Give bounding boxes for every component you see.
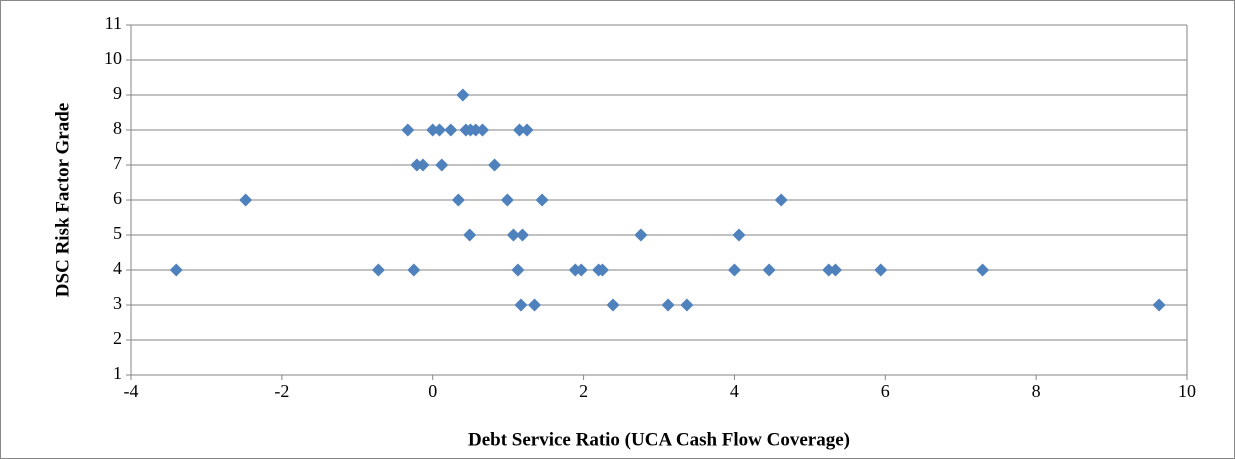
point [829, 263, 843, 277]
point [435, 158, 449, 172]
point [500, 193, 514, 207]
point [433, 123, 447, 137]
x-tick-label: 4 [730, 381, 739, 401]
point [407, 263, 421, 277]
point [774, 193, 788, 207]
y-tick-label: 6 [113, 188, 122, 208]
point [506, 228, 520, 242]
point [515, 228, 529, 242]
y-tick-label: 2 [113, 328, 122, 348]
point [822, 263, 836, 277]
y-tick-label: 11 [105, 13, 122, 33]
point [514, 298, 528, 312]
x-tick-label: 8 [1032, 381, 1041, 401]
point [762, 263, 776, 277]
x-tick-label: -4 [124, 381, 139, 401]
point [512, 123, 526, 137]
point [520, 123, 534, 137]
point [456, 88, 470, 102]
point [511, 263, 525, 277]
point [606, 298, 620, 312]
point [451, 193, 465, 207]
x-tick-label: 6 [881, 381, 890, 401]
point [680, 298, 694, 312]
point [1152, 298, 1166, 312]
point [595, 263, 609, 277]
point [401, 123, 415, 137]
point [463, 228, 477, 242]
point [426, 123, 440, 137]
point [444, 123, 458, 137]
point [469, 123, 483, 137]
y-tick-label: 1 [113, 363, 122, 383]
x-axis-title: Debt Service Ratio (UCA Cash Flow Covera… [468, 429, 850, 450]
x-tick-label: 0 [428, 381, 437, 401]
x-tick-label: 2 [579, 381, 588, 401]
point [732, 228, 746, 242]
x-tick-label: -2 [274, 381, 289, 401]
point [169, 263, 183, 277]
point [475, 123, 489, 137]
y-tick-label: 7 [113, 153, 122, 173]
point [874, 263, 888, 277]
point [528, 298, 542, 312]
y-tick-label: 3 [113, 293, 122, 313]
point [416, 158, 430, 172]
y-tick-label: 4 [113, 258, 122, 278]
y-axis-title: DSC Risk Factor Grade [52, 103, 73, 297]
point [727, 263, 741, 277]
point [661, 298, 675, 312]
y-tick-label: 9 [113, 83, 122, 103]
point [488, 158, 502, 172]
point [574, 263, 588, 277]
point [535, 193, 549, 207]
point [976, 263, 990, 277]
point [634, 228, 648, 242]
x-tick-label: 10 [1178, 381, 1196, 401]
y-tick-label: 5 [113, 223, 122, 243]
point [371, 263, 385, 277]
y-tick-label: 8 [113, 118, 122, 138]
point [239, 193, 253, 207]
y-tick-label: 10 [104, 48, 122, 68]
